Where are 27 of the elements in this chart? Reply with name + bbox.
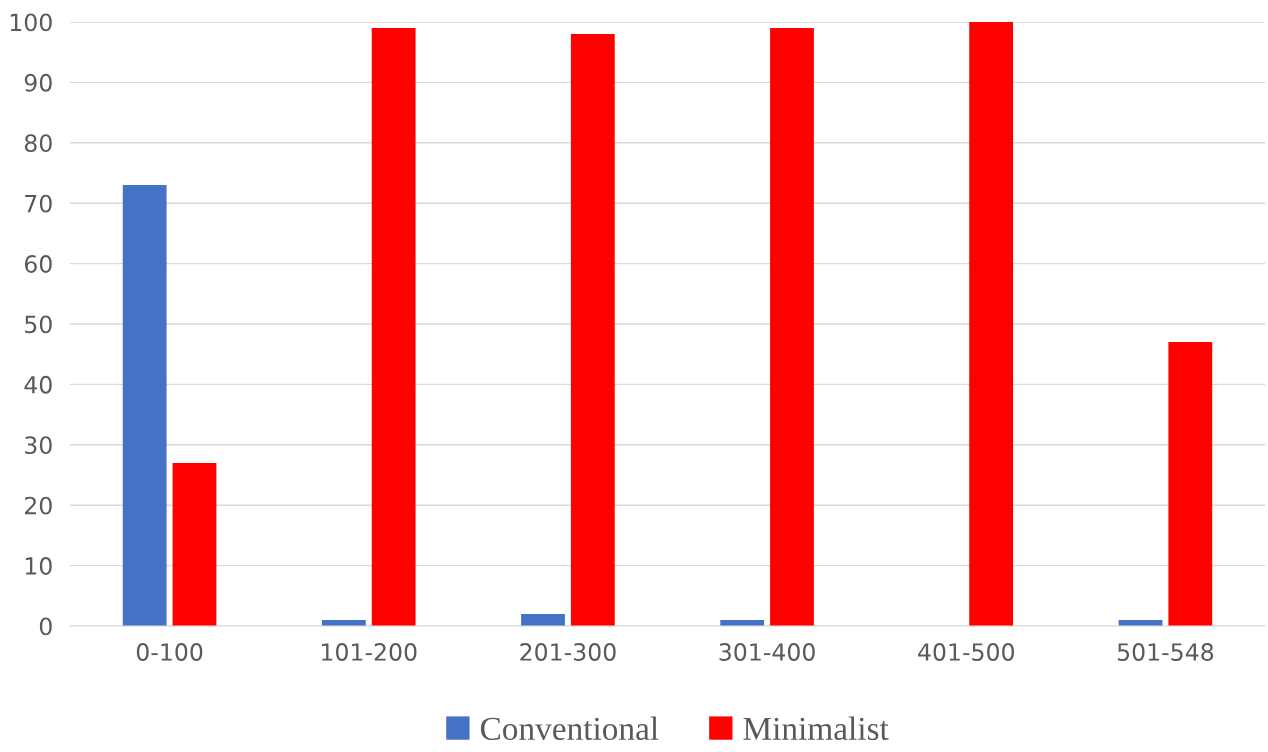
x-tick-label: 401-500 xyxy=(918,643,1015,661)
legend-label: Minimalist xyxy=(743,716,889,741)
y-tick-label: 90 xyxy=(24,73,52,92)
x-tick-label: 501-548 xyxy=(1117,643,1214,661)
y-tick-label: 100 xyxy=(10,13,52,32)
x-tick-label: 201-300 xyxy=(520,643,616,661)
y-tick-label: 30 xyxy=(25,436,52,455)
bar xyxy=(770,28,814,626)
y-tick-label: 0 xyxy=(39,617,52,636)
x-tick-label: 101-200 xyxy=(322,643,417,661)
bar xyxy=(122,185,167,626)
bar xyxy=(969,22,1014,626)
y-tick-label: 80 xyxy=(24,134,52,153)
bar xyxy=(570,34,615,626)
legend-label: Conventional xyxy=(480,716,659,741)
bar xyxy=(1168,342,1213,626)
x-tick-label: 0-100 xyxy=(136,643,203,661)
x-tick-label: 301-400 xyxy=(719,643,815,661)
y-tick-label: 10 xyxy=(25,557,52,575)
bar xyxy=(521,613,565,626)
bar xyxy=(172,462,217,626)
y-tick-label: 60 xyxy=(24,255,52,273)
bar xyxy=(371,28,416,626)
y-tick-label: 50 xyxy=(25,315,52,334)
y-tick-label: 70 xyxy=(25,194,52,213)
y-tick-label: 40 xyxy=(24,375,52,394)
y-tick-label: 20 xyxy=(25,496,52,515)
